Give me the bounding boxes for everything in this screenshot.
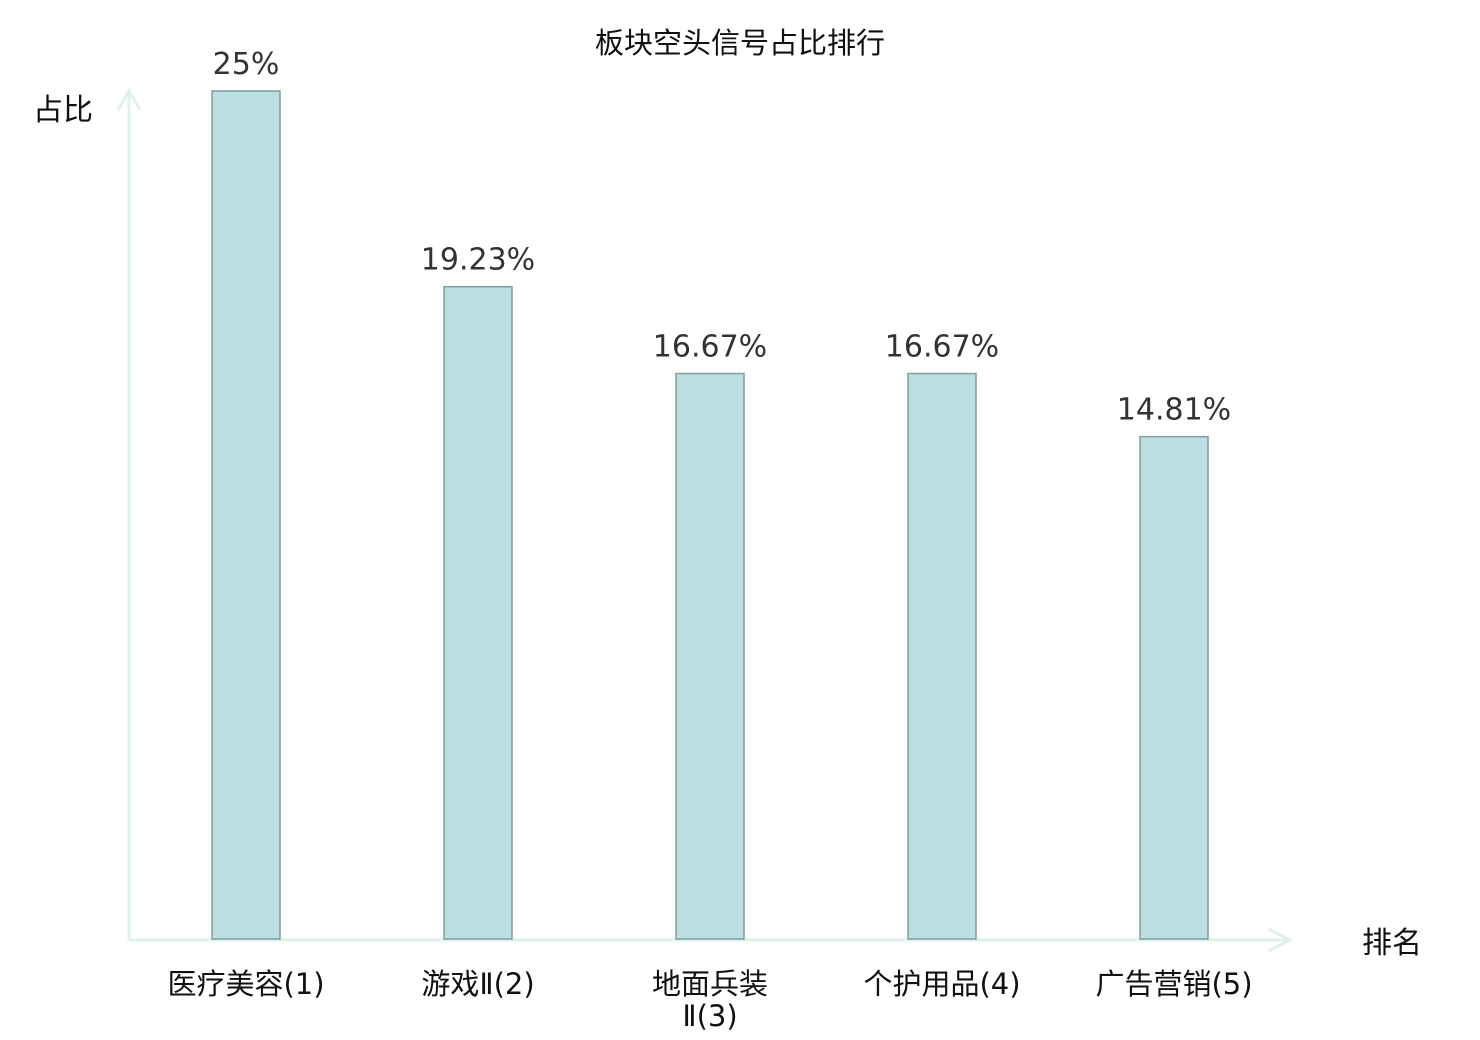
- x-axis-arrow-icon: [1268, 927, 1294, 953]
- bars-group: [211, 90, 1209, 940]
- bar-4: [907, 372, 977, 940]
- value-label-4: 16.67%: [885, 330, 999, 365]
- bar-5: [1139, 435, 1209, 940]
- category-label-4: 个护用品(4): [863, 967, 1020, 1001]
- chart-title: 板块空头信号占比排行: [595, 26, 885, 60]
- category-label-2: 游戏Ⅱ(2): [421, 967, 534, 1001]
- category-label-3-line-1: 地面兵装: [652, 967, 768, 1001]
- y-axis-label: 占比: [33, 93, 93, 128]
- category-label-3-line-2: Ⅱ(3): [682, 999, 737, 1033]
- value-labels-group: 25% 19.23% 16.67% 16.67% 14.81%: [213, 47, 1232, 428]
- value-label-5: 14.81%: [1117, 393, 1231, 428]
- value-label-3: 16.67%: [653, 330, 767, 365]
- value-label-2: 19.23%: [421, 243, 535, 278]
- x-axis-label: 排名: [1362, 926, 1422, 961]
- bar-2: [443, 285, 513, 940]
- y-axis-arrow-icon: [116, 88, 142, 111]
- axes: [116, 88, 1294, 953]
- bar-1: [211, 90, 281, 940]
- category-label-5: 广告营销(5): [1095, 967, 1252, 1001]
- bar-3: [675, 372, 745, 940]
- value-label-1: 25%: [213, 47, 280, 82]
- category-label-1: 医疗美容(1): [167, 967, 324, 1001]
